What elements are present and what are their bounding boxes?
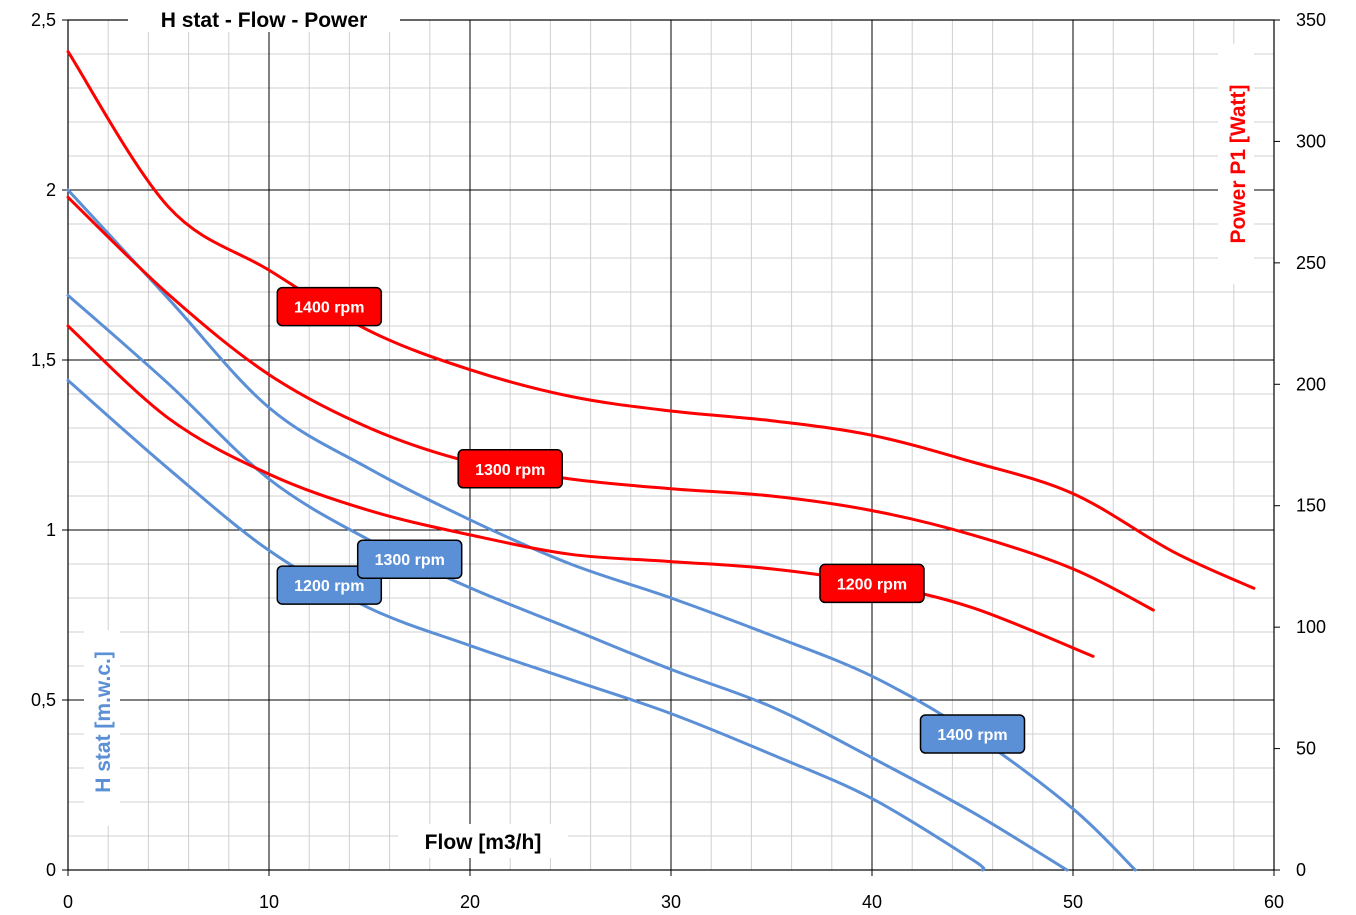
x-tick-label: 20 bbox=[460, 892, 480, 912]
y-left-tick-label: 2,5 bbox=[31, 10, 56, 30]
xlabel-backing bbox=[398, 824, 568, 858]
label-text: 1300 rpm bbox=[375, 552, 445, 569]
label-text: 1200 rpm bbox=[294, 578, 364, 595]
power-label-1300-rpm: 1300 rpm bbox=[457, 449, 563, 489]
label-text: 1300 rpm bbox=[475, 462, 545, 479]
head-label-1300-rpm: 1300 rpm bbox=[356, 539, 463, 579]
x-tick-labels: 0 10 20 30 40 50 60 bbox=[63, 870, 1284, 912]
x-axis-label: Flow [m3/h] bbox=[425, 831, 542, 854]
chart-title: H stat - Flow - Power bbox=[161, 9, 368, 32]
y-right-tick-label: 200 bbox=[1296, 374, 1326, 394]
title-backing bbox=[128, 6, 400, 32]
head-label-1400-rpm: 1400 rpm bbox=[919, 714, 1026, 754]
label-box bbox=[919, 714, 1026, 754]
power-label-1200-rpm: 1200 rpm bbox=[819, 563, 925, 604]
y-left-axis-label: H stat [m.w.c.] bbox=[92, 651, 115, 793]
label-box bbox=[276, 565, 383, 605]
label-box bbox=[457, 449, 563, 489]
power-curve-1300-rpm bbox=[66, 195, 1155, 612]
label-text: 1400 rpm bbox=[294, 300, 364, 317]
label-box bbox=[819, 563, 925, 604]
label-text: 1400 rpm bbox=[937, 727, 1007, 744]
y-right-tick-label: 300 bbox=[1296, 131, 1326, 151]
head-label-1200-rpm: 1200 rpm bbox=[276, 565, 383, 605]
y-left-tick-label: 0,5 bbox=[31, 690, 56, 710]
y-right-tick-label: 100 bbox=[1296, 617, 1326, 637]
y-right-tick-label: 350 bbox=[1296, 10, 1326, 30]
y-right-tick-label: 250 bbox=[1296, 253, 1326, 273]
x-tick-label: 60 bbox=[1264, 892, 1284, 912]
x-tick-label: 40 bbox=[862, 892, 882, 912]
head-curve-1200-rpm bbox=[66, 378, 986, 872]
y-right-tick-label: 50 bbox=[1296, 739, 1316, 759]
y-right-tick-label: 0 bbox=[1296, 860, 1306, 880]
x-tick-label: 50 bbox=[1063, 892, 1083, 912]
y-left-tick-label: 1 bbox=[46, 520, 56, 540]
x-tick-label: 10 bbox=[259, 892, 279, 912]
y-right-axis-label: Power P1 [Watt] bbox=[1227, 84, 1250, 243]
head-curve-1300-rpm bbox=[66, 293, 1069, 872]
x-tick-label: 0 bbox=[63, 892, 73, 912]
y-left-tick-label: 2 bbox=[46, 180, 56, 200]
y-left-tick-labels: 0 0,5 1 1,5 2 2,5 bbox=[31, 10, 68, 880]
ylabel-right-backing bbox=[1218, 44, 1254, 284]
power-curve-1400-rpm bbox=[66, 50, 1256, 590]
major-grid bbox=[68, 20, 1274, 870]
series-labels: 1200 rpm 1300 rpm 1400 rpm 1200 rpm 1300 rpm… bbox=[276, 286, 1026, 754]
y-right-tick-label: 150 bbox=[1296, 496, 1326, 516]
label-text: 1200 rpm bbox=[837, 576, 907, 593]
power-label-1400-rpm: 1400 rpm bbox=[276, 286, 383, 327]
y-left-tick-label: 1,5 bbox=[31, 350, 56, 370]
label-box bbox=[276, 286, 383, 327]
y-right-tick-labels: 0 50 100 150 200 250 300 350 bbox=[1274, 10, 1326, 880]
y-left-tick-label: 0 bbox=[46, 860, 56, 880]
x-tick-label: 30 bbox=[661, 892, 681, 912]
label-box bbox=[356, 539, 463, 579]
ylabel-left-backing bbox=[84, 630, 120, 826]
